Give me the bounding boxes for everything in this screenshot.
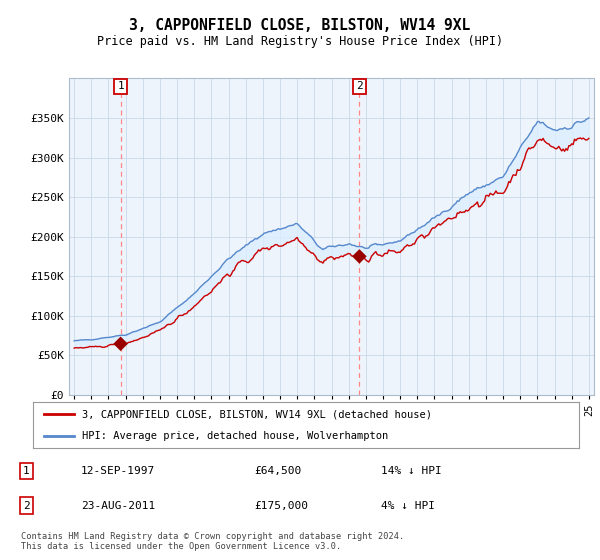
Text: Price paid vs. HM Land Registry's House Price Index (HPI): Price paid vs. HM Land Registry's House … <box>97 35 503 49</box>
Text: 12-SEP-1997: 12-SEP-1997 <box>81 466 155 476</box>
Text: 1: 1 <box>23 466 30 476</box>
Text: HPI: Average price, detached house, Wolverhampton: HPI: Average price, detached house, Wolv… <box>82 431 388 441</box>
Text: £64,500: £64,500 <box>254 466 301 476</box>
Text: £175,000: £175,000 <box>254 501 308 511</box>
Text: 2: 2 <box>356 81 363 91</box>
Text: 14% ↓ HPI: 14% ↓ HPI <box>380 466 442 476</box>
Text: 23-AUG-2011: 23-AUG-2011 <box>81 501 155 511</box>
Text: Contains HM Land Registry data © Crown copyright and database right 2024.
This d: Contains HM Land Registry data © Crown c… <box>21 532 404 551</box>
Text: 3, CAPPONFIELD CLOSE, BILSTON, WV14 9XL: 3, CAPPONFIELD CLOSE, BILSTON, WV14 9XL <box>130 18 470 32</box>
Text: 4% ↓ HPI: 4% ↓ HPI <box>380 501 434 511</box>
Text: 1: 1 <box>117 81 124 91</box>
Point <box>116 339 125 348</box>
Text: 2: 2 <box>23 501 30 511</box>
Point <box>355 252 364 261</box>
Text: 3, CAPPONFIELD CLOSE, BILSTON, WV14 9XL (detached house): 3, CAPPONFIELD CLOSE, BILSTON, WV14 9XL … <box>82 409 432 419</box>
